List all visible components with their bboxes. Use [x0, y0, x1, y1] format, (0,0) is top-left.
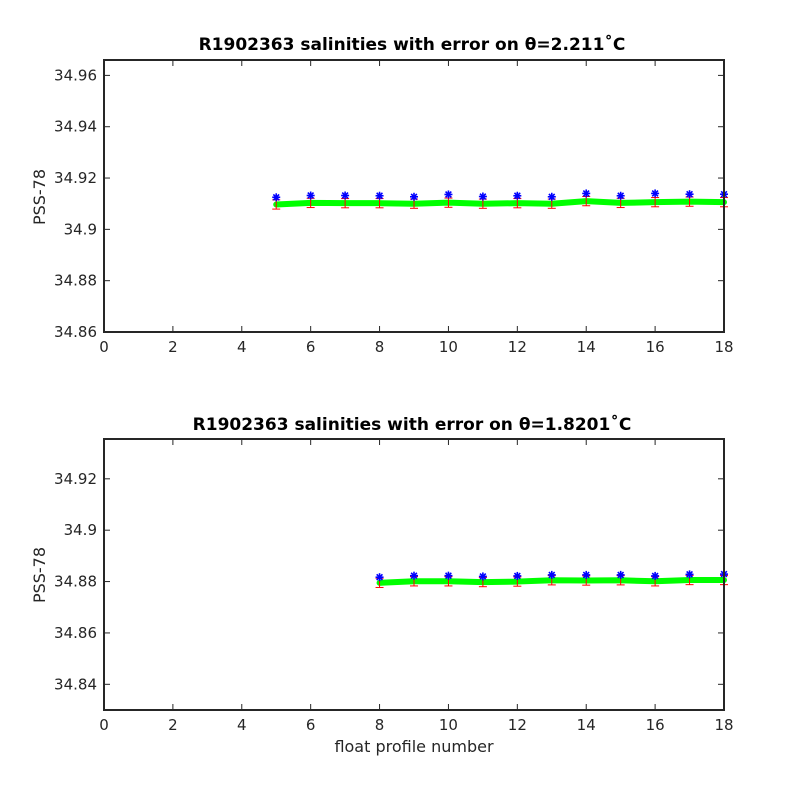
bottom-salinity-point — [513, 571, 522, 580]
top-plot-area: 0 2 4 6 8 10 12 14 16 18 34.86 34.88 34.9 34.92 34.94 3… — [54, 59, 734, 356]
top-salinity-point — [616, 191, 625, 200]
top-asterisk-stroke — [272, 193, 280, 201]
top-asterisk-stroke — [548, 193, 556, 201]
bottom-y-tick-label: 34.84 — [54, 675, 97, 693]
bottom-asterisk-stroke — [410, 572, 418, 580]
bottom-salinity-point — [444, 571, 453, 580]
top-salinity-point — [375, 191, 384, 200]
top-salinity-point — [478, 192, 487, 201]
top-x-tick-label: 10 — [439, 338, 458, 356]
top-y-axis-label: PSS-78 — [30, 169, 49, 225]
bottom-y-tick-label: 34.88 — [54, 573, 97, 591]
bottom-salinity-point — [651, 571, 660, 580]
bottom-axes-box — [103, 438, 725, 711]
top-asterisk-stroke — [444, 191, 452, 198]
bottom-x-tick-label: 16 — [646, 716, 665, 734]
bottom-salinity-point — [547, 570, 556, 579]
top-salinity-point — [582, 189, 591, 198]
top-x-tick-label: 4 — [237, 338, 247, 356]
bottom-x-tick-label: 14 — [577, 716, 596, 734]
top-asterisk-stroke — [513, 192, 521, 200]
bottom-chart-title: R1902363 salinities with error on θ=1.82… — [193, 413, 632, 435]
bottom-y-axis-label: PSS-78 — [30, 547, 49, 603]
bottom-salinity-point — [478, 572, 487, 581]
bottom-plot-area: 0 2 4 6 8 10 12 14 16 18 34.84 34.86 34.88 34.9 34.92 — [54, 438, 734, 734]
top-y-tick-label: 34.96 — [54, 66, 97, 84]
bottom-x-axis-label: float profile number — [334, 737, 494, 756]
top-asterisk-stroke — [479, 193, 487, 200]
top-x-tick-label: 2 — [168, 338, 178, 356]
top-y-tick-label: 34.86 — [54, 323, 97, 341]
top-salinity-point — [306, 191, 315, 200]
bottom-x-tick-label: 4 — [237, 716, 247, 734]
top-x-tick-label: 0 — [99, 338, 109, 356]
bottom-salinity-panel: R1902363 salinities with error on θ=1.82… — [30, 413, 734, 756]
bottom-salinity-point — [582, 570, 591, 579]
top-salinity-point — [651, 189, 660, 198]
top-x-tick-label: 6 — [306, 338, 316, 356]
top-x-tick-label: 16 — [646, 338, 665, 356]
bottom-x-tick-label: 0 — [99, 716, 109, 734]
bottom-y-tick-label: 34.92 — [54, 470, 97, 488]
bottom-y-tick-label: 34.9 — [64, 521, 97, 539]
top-asterisk-stroke — [617, 192, 625, 200]
top-chart-title: R1902363 salinities with error on θ=2.21… — [199, 33, 626, 55]
top-asterisk-stroke — [307, 192, 315, 199]
top-y-tick-label: 34.92 — [54, 169, 97, 187]
bottom-asterisk-stroke — [582, 571, 590, 579]
top-asterisk-stroke — [582, 189, 590, 197]
top-salinity-point — [272, 193, 281, 202]
top-reference-line — [273, 198, 727, 208]
top-salinity-point — [410, 192, 418, 201]
top-salinity-point — [513, 191, 522, 200]
top-y-tick-label: 34.88 — [54, 272, 97, 290]
bottom-asterisk-stroke — [548, 571, 556, 579]
top-x-tick-label: 8 — [375, 338, 385, 356]
bottom-x-tick-label: 10 — [439, 716, 458, 734]
bottom-asterisk-stroke — [651, 572, 659, 580]
bottom-salinity-point — [375, 573, 384, 582]
top-salinity-point — [547, 192, 556, 201]
top-salinity-point — [685, 190, 694, 199]
bottom-asterisk-stroke — [686, 570, 694, 578]
top-salinity-panel: R1902363 salinities with error on θ=2.21… — [30, 33, 734, 356]
top-salinity-point — [444, 190, 453, 199]
top-asterisk-stroke — [376, 192, 384, 200]
top-y-tick-label: 34.94 — [54, 118, 97, 136]
bottom-x-tick-label: 12 — [508, 716, 527, 734]
top-asterisk-stroke — [410, 193, 418, 201]
bottom-asterisk-stroke — [513, 572, 521, 580]
bottom-y-tick-label: 34.86 — [54, 624, 97, 642]
bottom-asterisk-stroke — [479, 572, 487, 580]
top-x-tick-label: 14 — [577, 338, 596, 356]
top-asterisk-stroke — [341, 192, 349, 199]
bottom-asterisk-stroke — [376, 573, 384, 581]
top-x-tick-label: 12 — [508, 338, 527, 356]
bottom-x-tick-label: 6 — [306, 716, 316, 734]
top-asterisk-stroke — [651, 189, 659, 197]
bottom-salinity-point — [616, 570, 625, 579]
top-axes-box — [103, 59, 725, 333]
bottom-asterisk-stroke — [444, 572, 452, 580]
bottom-salinity-point — [410, 571, 418, 580]
top-error-bar — [651, 197, 660, 208]
top-x-tick-label: 18 — [714, 338, 733, 356]
top-salinity-point — [341, 191, 350, 200]
bottom-x-tick-label: 8 — [375, 716, 385, 734]
bottom-x-tick-label: 2 — [168, 716, 178, 734]
bottom-salinity-point — [685, 570, 694, 579]
top-asterisk-stroke — [686, 190, 694, 198]
bottom-asterisk-stroke — [617, 571, 625, 579]
bottom-x-tick-label: 18 — [714, 716, 733, 734]
top-y-tick-label: 34.9 — [64, 220, 97, 238]
